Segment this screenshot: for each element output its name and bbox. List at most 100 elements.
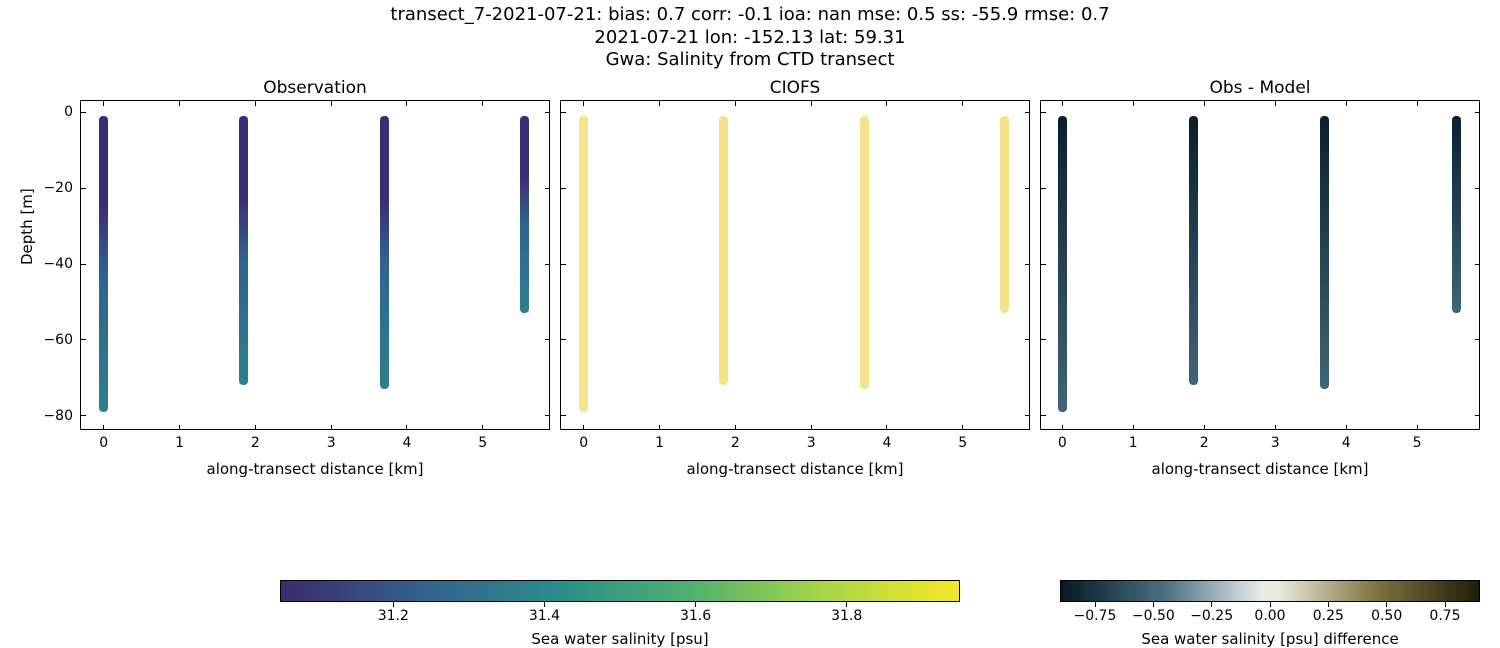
xtick-label: 2: [251, 435, 260, 451]
suptitle: transect_7-2021-07-21: bias: 0.7 corr: -…: [0, 4, 1500, 72]
cbar-tick: [544, 602, 545, 607]
ctd-profile: [520, 116, 529, 313]
ytick: [1475, 264, 1480, 265]
xtick-label: 4: [882, 435, 891, 451]
cbar-tick: [1445, 602, 1446, 607]
ytick: [545, 415, 550, 416]
ytick: [545, 339, 550, 340]
xtick: [179, 425, 180, 430]
ctd-profile: [579, 116, 588, 412]
colorbar-salinity-label: Sea water salinity [psu]: [280, 630, 960, 648]
xtick: [482, 101, 483, 106]
xtick-label: 2: [1200, 435, 1209, 451]
xtick: [406, 101, 407, 106]
ytick: [1025, 188, 1030, 189]
xtick: [1346, 425, 1347, 430]
xtick: [1133, 425, 1134, 430]
xtick: [1133, 101, 1134, 106]
ytick: [81, 112, 86, 113]
ctd-profile: [380, 116, 389, 389]
axes: 0−20−40−60−80012345: [80, 100, 550, 430]
ytick-label: −40: [43, 256, 73, 272]
cbar-tick: [1386, 602, 1387, 607]
xtick: [811, 101, 812, 106]
xtick: [103, 425, 104, 430]
xtick-label: 2: [731, 435, 740, 451]
xtick: [1346, 101, 1347, 106]
xtick: [886, 425, 887, 430]
xtick: [583, 425, 584, 430]
xtick: [1062, 101, 1063, 106]
ytick: [1025, 415, 1030, 416]
panel-title: CIOFS: [560, 78, 1030, 98]
cbar-tick-label: 31.2: [378, 608, 409, 624]
xtick-label: 5: [478, 435, 487, 451]
axes: 012345: [1040, 100, 1480, 430]
panel-1: CIOFS012345along-transect distance [km]: [560, 100, 1030, 430]
ytick: [545, 112, 550, 113]
xtick: [659, 425, 660, 430]
xtick: [1204, 425, 1205, 430]
y-axis-label: Depth [m]: [18, 188, 36, 265]
xtick-label: 0: [579, 435, 588, 451]
ytick: [1475, 415, 1480, 416]
cbar-tick: [846, 602, 847, 607]
ytick: [81, 415, 86, 416]
x-axis-label: along-transect distance [km]: [80, 460, 550, 478]
xtick: [179, 101, 180, 106]
xtick: [1062, 425, 1063, 430]
ctd-profile: [239, 116, 248, 385]
colorbar-diff: Sea water salinity [psu] difference −0.7…: [1060, 580, 1480, 602]
cbar-tick: [1211, 602, 1212, 607]
xtick-label: 5: [1413, 435, 1422, 451]
figure: transect_7-2021-07-21: bias: 0.7 corr: -…: [0, 0, 1500, 600]
ytick-label: 0: [64, 104, 73, 120]
xtick-label: 3: [1271, 435, 1280, 451]
ytick: [1475, 339, 1480, 340]
cbar-tick-label: 31.6: [680, 608, 711, 624]
cbar-tick: [393, 602, 394, 607]
colorbar-salinity: Sea water salinity [psu] 31.231.431.631.…: [280, 580, 960, 602]
xtick: [103, 101, 104, 106]
xtick: [1417, 425, 1418, 430]
ytick: [81, 264, 86, 265]
ytick: [81, 188, 86, 189]
ytick: [1041, 339, 1046, 340]
ytick: [545, 264, 550, 265]
xtick: [962, 425, 963, 430]
cbar-tick: [695, 602, 696, 607]
ytick-label: −80: [43, 408, 73, 424]
suptitle-line-1: transect_7-2021-07-21: bias: 0.7 corr: -…: [0, 4, 1500, 27]
ytick: [1041, 112, 1046, 113]
ctd-profile: [860, 116, 869, 389]
xtick: [482, 425, 483, 430]
axes: 012345: [560, 100, 1030, 430]
panel-0: Observation0−20−40−60−80012345along-tran…: [80, 100, 550, 430]
cbar-tick-label: 0.50: [1371, 608, 1402, 624]
ctd-profile: [99, 116, 108, 412]
cbar-tick-label: 0.75: [1429, 608, 1460, 624]
cbar-tick: [1095, 602, 1096, 607]
panel-row: Observation0−20−40−60−80012345along-tran…: [80, 100, 1480, 430]
xtick-label: 3: [807, 435, 816, 451]
xtick-label: 5: [958, 435, 967, 451]
ytick: [561, 415, 566, 416]
ytick: [1041, 264, 1046, 265]
xtick: [583, 101, 584, 106]
ctd-profile: [1452, 116, 1461, 313]
cbar-tick-label: −0.25: [1190, 608, 1233, 624]
cbar-tick-label: −0.75: [1074, 608, 1117, 624]
cbar-tick-label: 31.4: [529, 608, 560, 624]
xtick: [406, 425, 407, 430]
xtick: [331, 425, 332, 430]
ctd-profile: [1320, 116, 1329, 389]
xtick-label: 1: [175, 435, 184, 451]
cbar-tick: [1153, 602, 1154, 607]
suptitle-line-2: 2021-07-21 lon: -152.13 lat: 59.31: [0, 27, 1500, 50]
ytick: [1025, 339, 1030, 340]
ytick: [1025, 264, 1030, 265]
colorbar-diff-bar: [1060, 580, 1480, 602]
panel-title: Observation: [80, 78, 550, 98]
ytick: [1041, 415, 1046, 416]
cbar-tick-label: −0.50: [1132, 608, 1175, 624]
